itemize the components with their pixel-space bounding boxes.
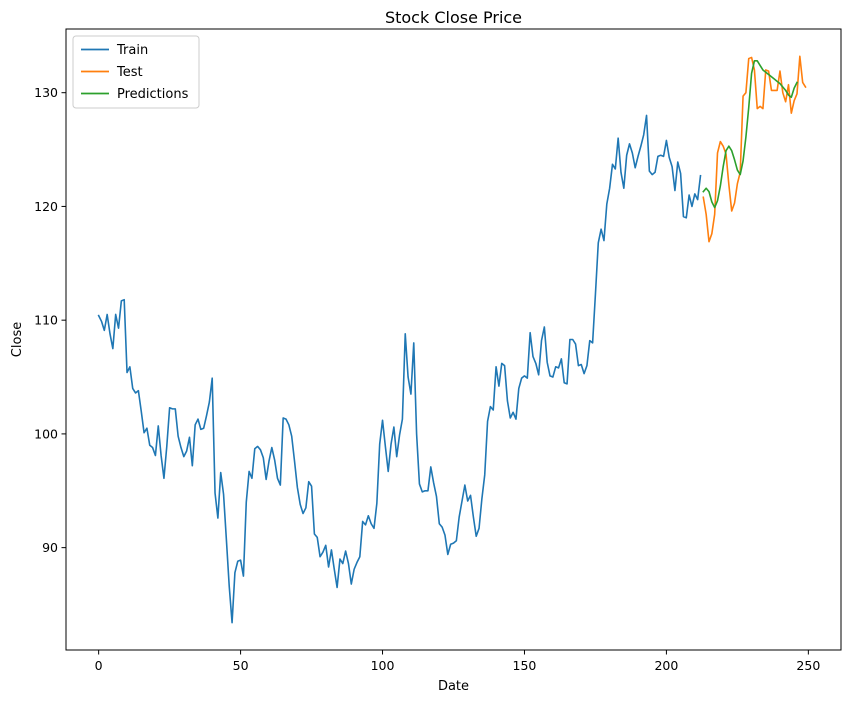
x-tick-label: 250: [796, 658, 820, 673]
y-tick-label: 110: [34, 313, 58, 328]
y-axis: 90 100 110 120 130: [34, 85, 66, 555]
x-tick-label: 0: [95, 658, 103, 673]
y-tick-label: 100: [34, 426, 58, 441]
x-axis-label: Date: [438, 679, 469, 694]
y-axis-label: Close: [10, 322, 25, 357]
series-line-train: [97, 114, 702, 624]
x-tick-label: 50: [233, 658, 249, 673]
y-tick-label: 120: [34, 199, 58, 214]
legend-box: [72, 35, 200, 109]
x-tick-label: 200: [654, 658, 678, 673]
series-line-test: [702, 55, 807, 243]
legend-label-test: Test: [116, 65, 143, 80]
x-tick-label: 150: [513, 658, 537, 673]
series-line-predictions: [702, 60, 799, 209]
plot-area: [97, 55, 807, 624]
y-tick-label: 130: [34, 85, 58, 100]
y-tick-label: 90: [42, 540, 58, 555]
legend-label-predictions: Predictions: [117, 87, 189, 102]
x-axis: 0 50 100 150 200 250: [95, 650, 820, 673]
x-tick-label: 100: [371, 658, 395, 673]
legend-label-train: Train: [116, 43, 148, 58]
chart-title: Stock Close Price: [385, 8, 522, 27]
axes-frame: [65, 28, 842, 651]
legend: Train Test Predictions: [72, 35, 200, 109]
